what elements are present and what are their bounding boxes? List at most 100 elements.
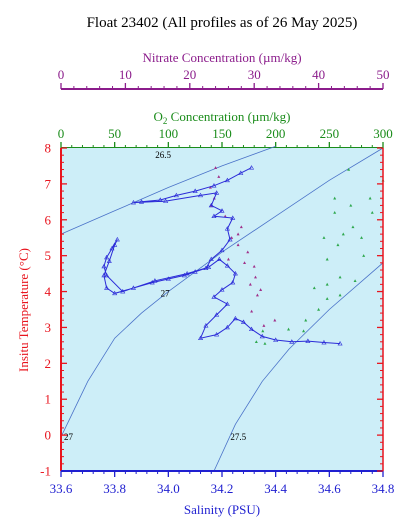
oxygen-data-point — [325, 297, 329, 300]
density-contour-label: 27 — [64, 432, 74, 442]
profile-data-point — [249, 165, 255, 170]
nitrate-data-point — [223, 214, 227, 218]
profile-data-point — [224, 177, 230, 183]
oxygen-data-point — [263, 341, 267, 345]
profile-data-point — [224, 301, 230, 306]
chart-title: Float 23402 (All profiles as of 26 May 2… — [87, 15, 358, 31]
nitrate-data-point — [246, 250, 250, 254]
profile-data-point — [130, 199, 136, 205]
profile-data-point — [138, 199, 145, 204]
oxygen-axis-label: O2 Concentration (µm/kg) — [154, 109, 291, 126]
profile-data-point — [203, 323, 209, 328]
oxygen-data-point — [360, 236, 364, 239]
nitrate-data-point — [262, 324, 266, 327]
salinity-tick-label: 34.2 — [211, 481, 234, 496]
profile-data-point — [337, 340, 343, 346]
oxygen-data-point — [368, 196, 372, 200]
temperature-tick-label: 8 — [45, 141, 52, 156]
profile-data-point — [289, 339, 295, 344]
oxygen-data-point — [336, 243, 340, 247]
nitrate-tick-label: 50 — [377, 67, 390, 82]
oxygen-data-point — [338, 275, 342, 279]
oxygen-tick-label: 50 — [108, 126, 121, 141]
temperature-tick-label: 5 — [45, 248, 52, 263]
profile-data-point — [114, 236, 120, 242]
oxygen-data-point — [287, 327, 291, 331]
oxygen-tick-label: 300 — [373, 126, 393, 141]
salinity-tick-label: 33.8 — [103, 481, 126, 496]
oxygen-data-point — [351, 225, 355, 229]
profile-data-point — [249, 326, 255, 332]
salinity-axis: 33.6 33.8 34.0 34.2 34.4 34.6 34.8 — [50, 470, 394, 496]
temperature-salinity-profile — [101, 165, 343, 346]
nitrate-data-point — [243, 261, 247, 265]
profile-data-point — [208, 256, 214, 262]
profile-data-point — [224, 263, 230, 268]
right-frame-axis — [377, 147, 384, 472]
profile-data-point — [211, 213, 217, 218]
profile-data-point — [184, 271, 190, 276]
temperature-tick-label: 4 — [45, 284, 52, 299]
nitrate-tick-label: 0 — [58, 67, 65, 82]
profile-data-point — [101, 272, 107, 278]
temperature-tick-label: 2 — [45, 356, 52, 371]
density-contour-labels: 26.5 27 27 27.5 — [64, 150, 247, 442]
profile-data-point — [192, 269, 198, 274]
profile-data-point — [112, 290, 118, 296]
profile-data-point — [219, 208, 225, 213]
nitrate-tick-label: 10 — [119, 67, 132, 82]
density-contour-line — [60, 145, 276, 235]
nitrate-data-point — [217, 175, 221, 178]
nitrate-tick-label: 20 — [183, 67, 196, 82]
profile-data-point — [165, 276, 171, 281]
profile-data-point — [101, 263, 107, 269]
profile-data-point — [192, 188, 198, 193]
profile-data-point — [173, 192, 179, 198]
density-contour-label: 27.5 — [230, 432, 246, 442]
profile-data-point — [104, 254, 110, 260]
profile-data-point — [104, 272, 110, 278]
profile-data-point — [104, 285, 110, 290]
profile-data-point — [224, 226, 230, 231]
profile-line — [103, 167, 341, 345]
profile-data-point — [206, 264, 212, 269]
oxygen-data-point — [347, 167, 351, 171]
profile-data-point — [157, 197, 163, 202]
oxygen-data-point — [362, 254, 366, 257]
profile-data-point — [163, 198, 169, 203]
oxygen-data-point — [322, 236, 326, 239]
profile-data-point — [273, 337, 279, 342]
profile-data-point — [232, 271, 238, 276]
profile-data-point — [321, 339, 327, 345]
profile-data-point — [305, 338, 311, 343]
salinity-axis-label: Salinity (PSU) — [184, 502, 260, 517]
nitrate-data-point — [248, 282, 252, 286]
nitrate-data-point — [239, 225, 243, 229]
oxygen-data-point — [333, 196, 337, 200]
profile-data-point — [214, 312, 220, 317]
temperature-tick-label: 1 — [45, 392, 52, 407]
nitrate-tick-label: 30 — [248, 67, 261, 82]
oxygen-data-point — [317, 307, 321, 311]
profile-data-point — [106, 258, 112, 263]
profile-data-point — [230, 279, 236, 285]
oxygen-data-point — [261, 329, 265, 333]
salinity-tick-label: 33.6 — [50, 481, 73, 496]
oxygen-data-point — [370, 211, 374, 214]
nitrate-data-point — [255, 293, 259, 297]
oxygen-scatter — [254, 167, 385, 345]
profile-data-point — [211, 294, 217, 299]
temperature-tick-label: 6 — [45, 212, 52, 227]
profile-data-point — [216, 256, 222, 262]
profile-data-point — [259, 333, 265, 339]
temperature-axis-label: Insitu Temperature (°C) — [16, 248, 31, 372]
salinity-tick-label: 34.6 — [318, 481, 341, 496]
profile-data-point — [227, 236, 233, 242]
salinity-tick-label: 34.4 — [264, 481, 287, 496]
oxygen-data-point — [341, 232, 345, 236]
oxygen-tick-label: 100 — [159, 126, 179, 141]
density-contour-line — [60, 147, 384, 438]
profile-data-point — [120, 288, 126, 294]
nitrate-data-point — [259, 288, 263, 291]
oxygen-data-point — [338, 293, 342, 297]
